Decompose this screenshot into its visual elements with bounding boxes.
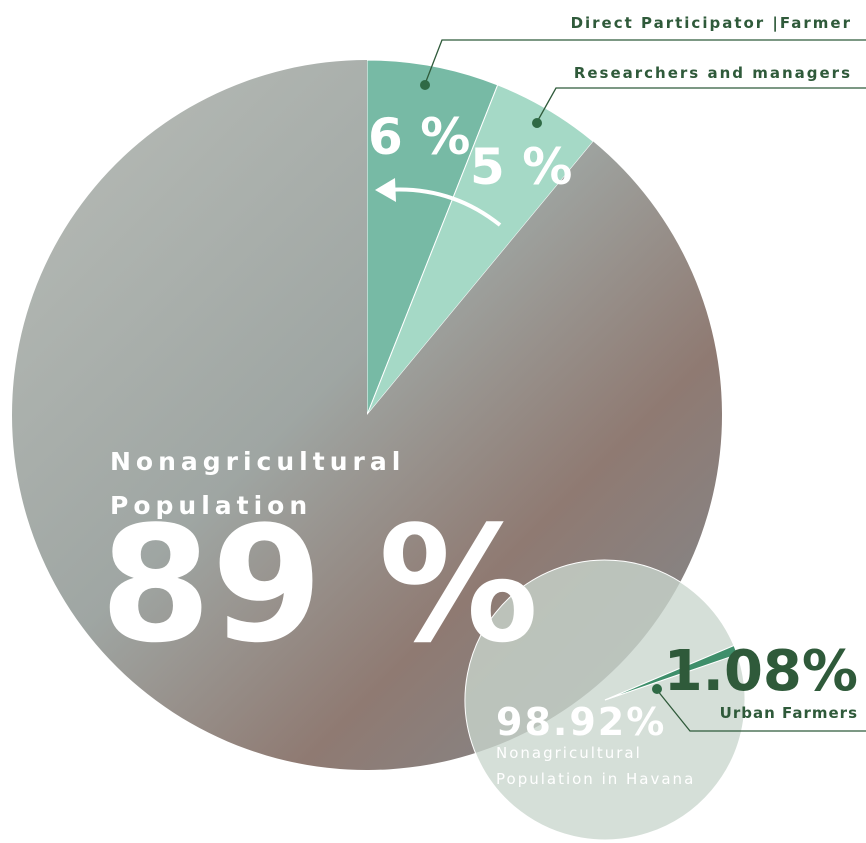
pie-slice <box>604 644 739 701</box>
leader-line <box>424 39 866 85</box>
pie-slice <box>366 84 594 416</box>
leader-dot <box>652 684 662 694</box>
havana-pie <box>464 559 746 841</box>
value-label: 98.92% <box>496 700 667 744</box>
leader-dots <box>420 80 662 694</box>
leader-line <box>656 689 866 732</box>
leader-lines <box>424 39 866 732</box>
arrow-head <box>375 178 396 202</box>
value-label: 89 % <box>100 491 539 678</box>
pie-slice <box>366 59 499 416</box>
category-label: Researchers and managers <box>573 64 852 82</box>
leader-dot <box>420 80 430 90</box>
category-label: Urban Farmers <box>719 704 858 722</box>
category-label: Nonagricultural Population in Havana <box>496 744 696 788</box>
value-label: 5 % <box>470 138 573 196</box>
category-label: Direct Participator |Farmer <box>570 14 852 32</box>
value-label: 1.08% <box>663 639 858 704</box>
category-label: Nonagricultural Population <box>110 447 406 520</box>
leader-line <box>536 87 866 123</box>
leader-dot <box>532 118 542 128</box>
value-label: 6 % <box>368 108 471 166</box>
arrow <box>384 187 502 227</box>
